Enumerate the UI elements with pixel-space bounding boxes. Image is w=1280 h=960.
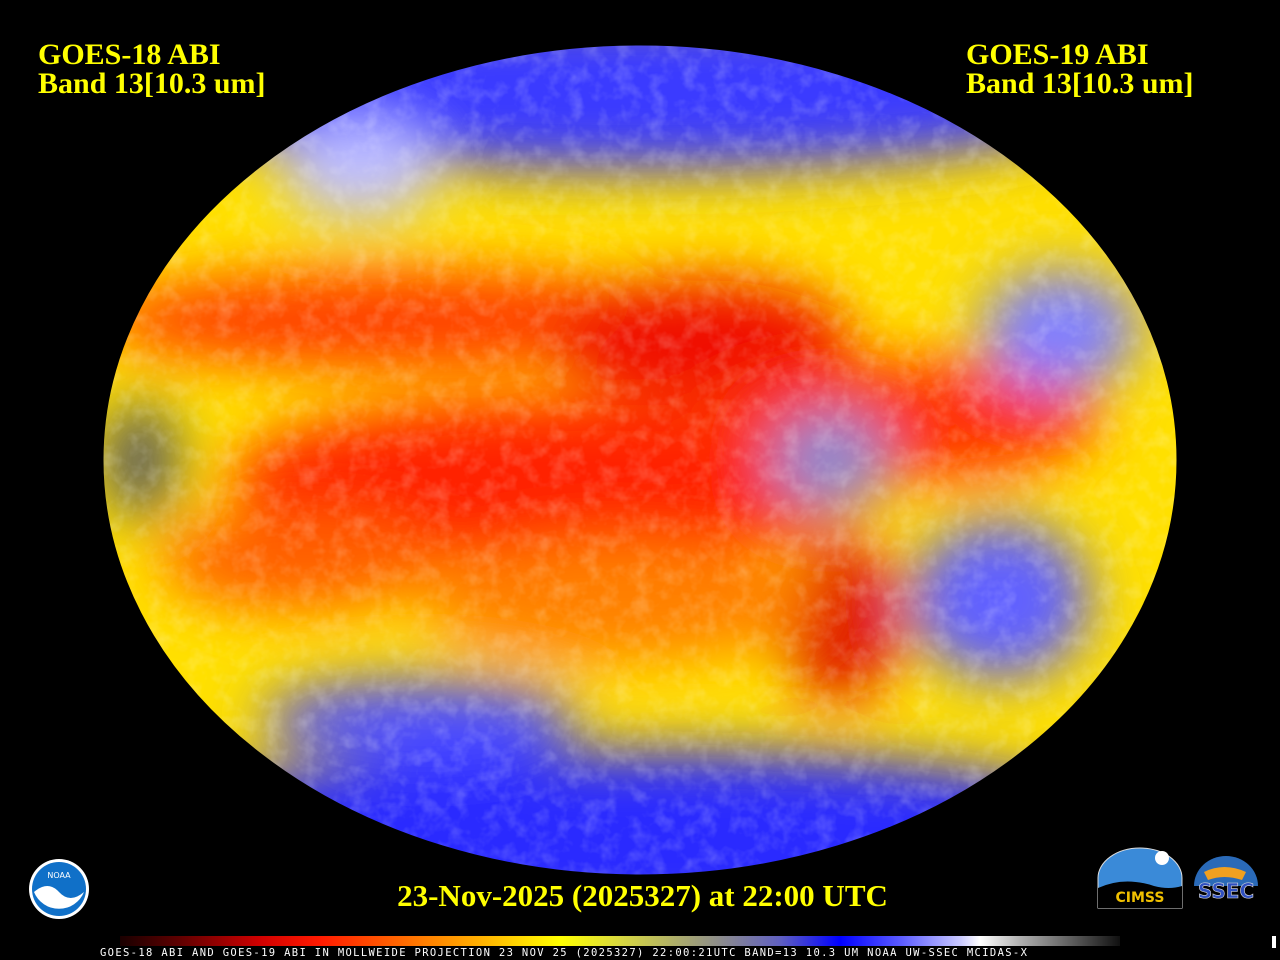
right-band-label: Band 13[10.3 um] <box>966 67 1194 100</box>
temperature-color-bar <box>120 936 1120 946</box>
left-satellite-title: GOES-18 ABI Band 13[10.3 um] <box>38 38 266 100</box>
left-satellite-name: GOES-18 ABI <box>38 38 221 71</box>
ssec-logo: SSEC <box>1190 852 1262 909</box>
right-satellite-name: GOES-19 ABI <box>966 38 1149 71</box>
noaa-logo: NOAA <box>28 858 90 925</box>
footer-info-text: GOES-18 ABI AND GOES-19 ABI IN MOLLWEIDE… <box>100 947 1029 959</box>
date-time-label: 23-Nov-2025 (2025327) at 22:00 UTC <box>397 878 888 913</box>
cimss-logo: CIMSS <box>1094 846 1186 915</box>
svg-text:SSEC: SSEC <box>1198 879 1254 903</box>
left-band-label: Band 13[10.3 um] <box>38 67 266 100</box>
colorbar-end-marker <box>1272 936 1276 948</box>
svg-text:NOAA: NOAA <box>47 871 71 880</box>
right-satellite-title: GOES-19 ABI Band 13[10.3 um] <box>966 38 1194 100</box>
svg-text:CIMSS: CIMSS <box>1116 890 1165 906</box>
